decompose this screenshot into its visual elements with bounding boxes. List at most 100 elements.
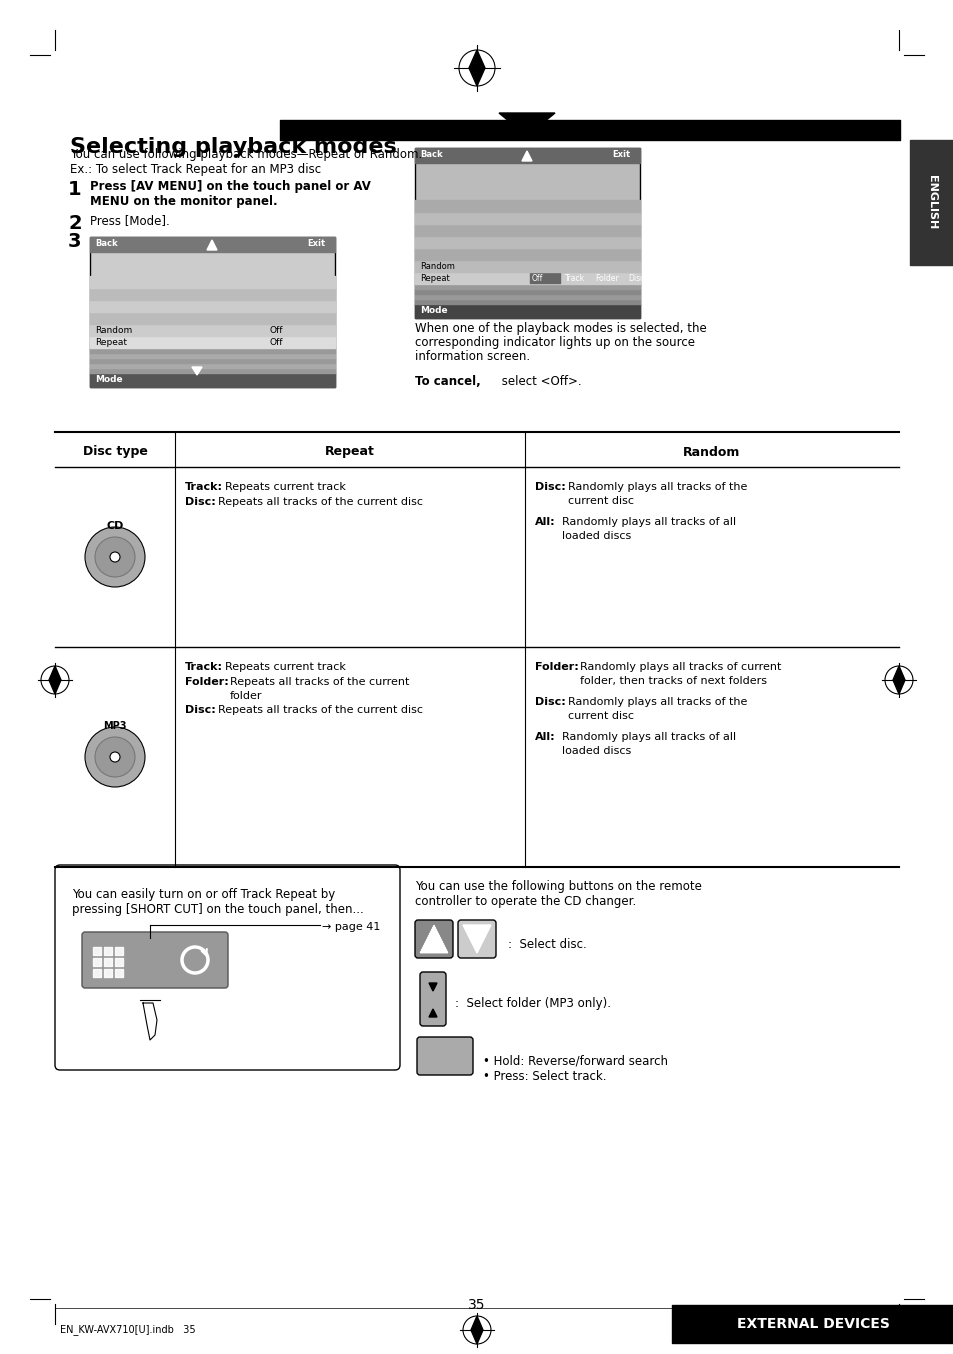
Text: Track:: Track: <box>185 662 223 672</box>
Circle shape <box>95 538 135 577</box>
Text: Disc type: Disc type <box>83 445 148 459</box>
FancyBboxPatch shape <box>416 1037 473 1075</box>
Text: Repeats current track: Repeats current track <box>225 662 346 672</box>
FancyBboxPatch shape <box>82 932 228 988</box>
Text: Back: Back <box>419 150 442 158</box>
Text: Randomly plays all tracks of current: Randomly plays all tracks of current <box>579 662 781 672</box>
Text: Press [Mode].: Press [Mode]. <box>90 214 170 227</box>
Text: 3: 3 <box>68 232 81 250</box>
Text: information screen.: information screen. <box>415 349 530 363</box>
Text: EN_KW-AVX710[U].indb   35: EN_KW-AVX710[U].indb 35 <box>60 1324 195 1335</box>
Text: 07.12.6   3:31:44 PM: 07.12.6 3:31:44 PM <box>792 1324 893 1334</box>
Text: Folder:: Folder: <box>535 662 578 672</box>
Text: → page 41: → page 41 <box>322 922 380 932</box>
Text: You can use the following buttons on the remote: You can use the following buttons on the… <box>415 880 701 894</box>
Text: 35: 35 <box>468 1298 485 1312</box>
Text: You can use following playback modes—Repeat or Random.: You can use following playback modes—Rep… <box>70 148 422 161</box>
Text: :  Select disc.: : Select disc. <box>507 937 586 951</box>
Text: CD: CD <box>106 521 124 531</box>
Text: Disc:: Disc: <box>535 697 565 707</box>
Text: Disc:: Disc: <box>185 497 215 506</box>
Text: current disc: current disc <box>567 711 634 720</box>
Text: Random: Random <box>419 263 455 271</box>
Polygon shape <box>892 666 904 695</box>
Circle shape <box>85 727 145 787</box>
Text: Random: Random <box>95 326 132 334</box>
Text: Exit: Exit <box>612 150 630 158</box>
Text: Off: Off <box>270 338 283 347</box>
Polygon shape <box>498 112 555 135</box>
Text: MP3: MP3 <box>103 720 127 731</box>
Polygon shape <box>471 1316 482 1345</box>
Polygon shape <box>429 1009 436 1017</box>
Polygon shape <box>49 666 61 695</box>
Text: All:: All: <box>535 733 555 742</box>
Text: • Hold: Reverse/forward search: • Hold: Reverse/forward search <box>482 1055 667 1068</box>
Polygon shape <box>469 50 484 87</box>
FancyBboxPatch shape <box>55 865 399 1070</box>
Text: folder, then tracks of next folders: folder, then tracks of next folders <box>579 676 766 686</box>
Text: Track: Track <box>564 274 584 283</box>
Text: You can easily turn on or off Track Repeat by: You can easily turn on or off Track Repe… <box>71 888 335 900</box>
FancyBboxPatch shape <box>457 919 496 959</box>
Text: Mode: Mode <box>95 375 123 385</box>
Polygon shape <box>521 152 532 161</box>
Polygon shape <box>419 925 448 953</box>
Text: :  Select folder (MP3 only).: : Select folder (MP3 only). <box>455 998 610 1010</box>
Text: Repeat: Repeat <box>419 274 449 283</box>
Text: Press [AV MENU] on the touch panel or AV: Press [AV MENU] on the touch panel or AV <box>90 180 371 194</box>
Text: Exit: Exit <box>307 240 325 248</box>
Text: Folder: Folder <box>595 274 618 283</box>
Text: MENU on the monitor panel.: MENU on the monitor panel. <box>90 195 277 209</box>
Text: Random: Random <box>682 445 740 459</box>
Polygon shape <box>419 925 448 953</box>
Text: ENGLISH: ENGLISH <box>926 175 936 229</box>
Text: controller to operate the CD changer.: controller to operate the CD changer. <box>415 895 636 909</box>
Polygon shape <box>462 925 491 953</box>
Polygon shape <box>192 367 202 375</box>
FancyBboxPatch shape <box>415 919 453 959</box>
Text: loaded discs: loaded discs <box>561 531 631 542</box>
Text: Repeats current track: Repeats current track <box>225 482 346 492</box>
Text: Randomly plays all tracks of all: Randomly plays all tracks of all <box>561 733 736 742</box>
FancyBboxPatch shape <box>419 972 446 1026</box>
FancyBboxPatch shape <box>90 237 335 387</box>
Text: Ex.: To select Track Repeat for an MP3 disc: Ex.: To select Track Repeat for an MP3 d… <box>70 162 321 176</box>
Text: EXTERNAL DEVICES: EXTERNAL DEVICES <box>736 1317 888 1331</box>
Text: Folder:: Folder: <box>185 677 229 686</box>
Text: 2: 2 <box>68 214 82 233</box>
Text: select <Off>.: select <Off>. <box>497 375 581 389</box>
Text: loaded discs: loaded discs <box>561 746 631 756</box>
FancyBboxPatch shape <box>415 148 639 318</box>
Polygon shape <box>207 240 216 250</box>
Circle shape <box>85 527 145 588</box>
Text: 1: 1 <box>68 180 82 199</box>
Text: • Press: Select track.: • Press: Select track. <box>482 1070 606 1083</box>
Text: Mode: Mode <box>419 306 447 315</box>
Text: corresponding indicator lights up on the source: corresponding indicator lights up on the… <box>415 336 695 349</box>
Text: current disc: current disc <box>567 496 634 506</box>
Text: Randomly plays all tracks of all: Randomly plays all tracks of all <box>561 517 736 527</box>
Text: Repeat: Repeat <box>95 338 127 347</box>
Text: To cancel,: To cancel, <box>415 375 480 389</box>
Text: Off: Off <box>532 274 543 283</box>
Text: Disc:: Disc: <box>535 482 565 492</box>
Text: Randomly plays all tracks of the: Randomly plays all tracks of the <box>567 482 746 492</box>
Circle shape <box>110 751 120 762</box>
Text: Track:: Track: <box>185 482 223 492</box>
Text: When one of the playback modes is selected, the: When one of the playback modes is select… <box>415 322 706 334</box>
Text: Repeats all tracks of the current disc: Repeats all tracks of the current disc <box>218 705 422 715</box>
Text: Randomly plays all tracks of the: Randomly plays all tracks of the <box>567 697 746 707</box>
Polygon shape <box>429 983 436 991</box>
Text: Selecting playback modes: Selecting playback modes <box>70 137 396 157</box>
Text: Back: Back <box>95 240 117 248</box>
Text: pressing [SHORT CUT] on the touch panel, then...: pressing [SHORT CUT] on the touch panel,… <box>71 903 363 917</box>
Text: Repeats all tracks of the current: Repeats all tracks of the current <box>230 677 409 686</box>
Text: Disc: Disc <box>627 274 643 283</box>
Text: Repeat: Repeat <box>325 445 375 459</box>
Text: folder: folder <box>230 691 262 701</box>
Text: Disc:: Disc: <box>185 705 215 715</box>
Text: All:: All: <box>535 517 555 527</box>
Circle shape <box>110 552 120 562</box>
Text: Repeats all tracks of the current disc: Repeats all tracks of the current disc <box>218 497 422 506</box>
